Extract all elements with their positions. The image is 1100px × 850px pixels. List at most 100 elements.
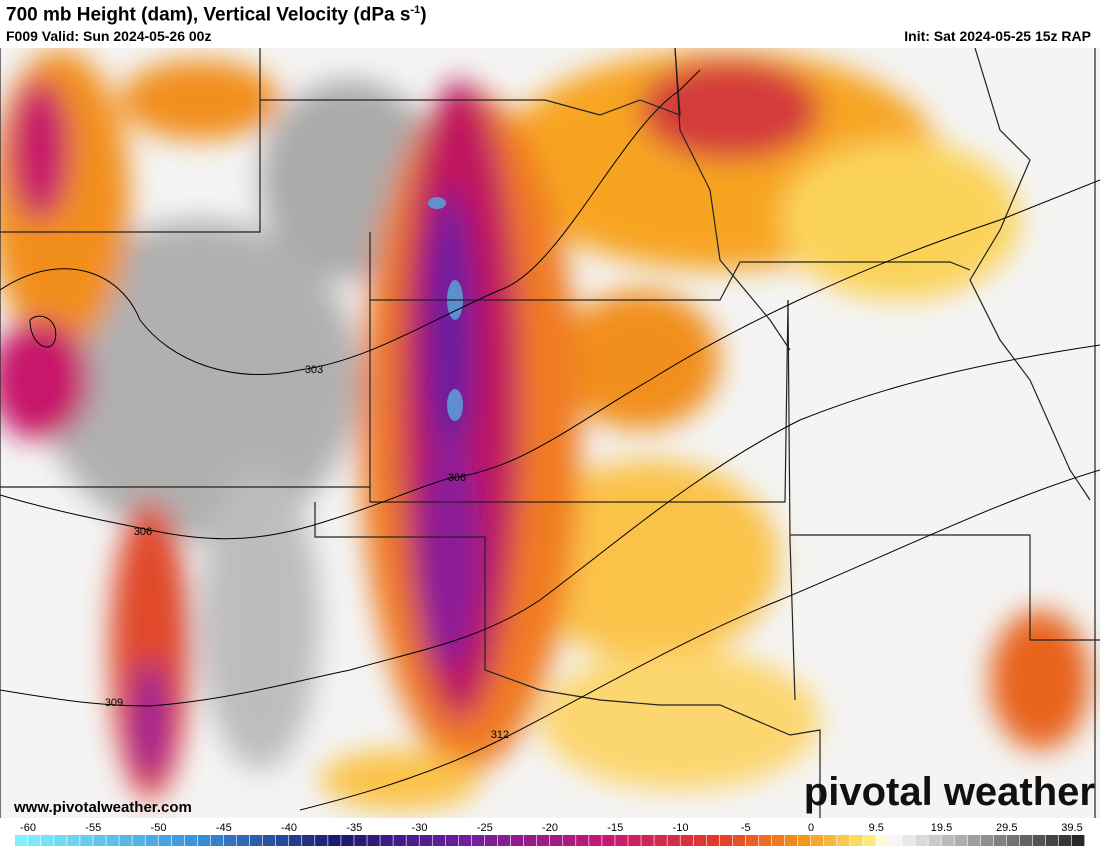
colorbar-label: -60 [20,822,36,834]
title: 700 mb Height (dam), Vertical Velocity (… [6,4,427,26]
contour-labels: 303 306 306 309 312 [105,364,509,741]
colorbar-swatch [197,835,211,846]
colorbar-swatch [719,835,733,846]
state-borders [0,48,1100,818]
colorbar-label: 29.5 [996,822,1017,834]
colorbar-swatch [236,835,250,846]
colorbar-swatch [680,835,693,846]
colorbar-label: -45 [216,822,232,834]
colorbar-swatch [967,835,981,846]
init-time: Init: Sat 2024-05-25 15z RAP [904,28,1091,44]
colorbar-swatch [915,835,928,846]
colorbar-swatch [106,835,119,846]
colorbar-swatch [810,835,824,846]
colorbar-swatch [771,835,785,846]
colorbar-swatch [589,835,602,846]
colorbar-swatch [1032,835,1046,846]
colorbar-label: -25 [477,822,493,834]
colorbar-swatch [732,835,746,846]
colorbar-swatch [889,835,902,846]
colorbar-swatch [484,835,498,846]
velocity-field [0,50,1090,810]
colorbar-swatch [445,835,459,846]
contour-label: 306 [134,526,152,538]
colorbar-swatch [341,835,354,846]
colorbar-swatch [941,835,954,846]
valid-time: F009 Valid: Sun 2024-05-26 00z [6,28,212,44]
website: www.pivotalweather.com [13,799,192,816]
colorbar-label: 39.5 [1061,822,1082,834]
colorbar-swatch [706,835,720,846]
colorbar-swatch [536,835,550,846]
colorbar-swatch [837,835,850,846]
colorbar-swatch [784,835,798,846]
height-contours [0,69,1100,811]
colorbar-swatch [954,835,967,846]
title-text: 700 mb Height (dam), Vertical Velocity (… [6,4,411,26]
colorbar-swatch [563,835,576,846]
contour-label: 306 [448,472,466,484]
colorbar-swatch [758,835,772,846]
contour-label: 303 [305,364,323,376]
colorbar-label: -20 [542,822,558,834]
colorbar-swatch [380,835,393,846]
colorbar-swatch [824,835,837,846]
colorbar-swatch [289,835,302,846]
colorbar-swatch [145,835,158,846]
colorbar-swatch [667,835,680,846]
colorbar-swatch [171,835,185,846]
colorbar-swatch [863,835,876,846]
colorbar-swatch [93,835,106,846]
colorbar-swatch [15,835,28,846]
colorbar-swatch [80,835,93,846]
colorbar-swatch [693,835,706,846]
map: 303 306 306 309 312 www.pivotalweather.c… [0,48,1100,850]
colorbar-swatch [797,835,811,846]
colorbar-swatch [367,835,380,846]
colorbar-swatch [28,835,41,846]
colorbar-swatch [641,835,654,846]
contour-label: 312 [491,729,509,741]
colorbar-swatch [1045,835,1059,846]
title-close: ) [420,4,427,26]
colorbar-label: -35 [346,822,362,834]
colorbar-swatch [1058,835,1072,846]
colorbar-swatch [1019,835,1033,846]
colorbar-swatch [902,835,915,846]
colorbar-label: -30 [412,822,428,834]
colorbar-swatch [132,835,145,846]
colorbar-swatch [1006,835,1020,846]
colorbar-swatch [119,835,132,846]
colorbar-swatch [980,835,994,846]
colorbar-label: 19.5 [931,822,952,834]
colorbar-label: -55 [85,822,101,834]
colorbar-swatch [1071,835,1085,846]
colorbar-swatch [458,835,472,846]
colorbar-swatch [419,835,432,846]
colorbar-swatch [432,835,446,846]
colorbar-swatch [184,835,198,846]
colorbar-label: -50 [151,822,167,834]
colorbar-swatch [654,835,667,846]
colorbar-swatch [510,835,524,846]
colorbar-swatch [576,835,589,846]
colorbar-swatch [602,835,615,846]
colorbar-swatch [615,835,628,846]
colorbar-swatch [993,835,1007,846]
colorbar-label: -10 [673,822,689,834]
colorbar-swatch [158,835,171,846]
colorbar-swatch [275,835,289,846]
colorbar-swatch [223,835,237,846]
colorbar-swatch [354,835,367,846]
colorbar-swatch [249,835,263,846]
colorbar-swatch [328,835,341,846]
colorbar-swatch [67,835,80,846]
colorbar-swatch [54,835,67,846]
colorbar-swatch [550,835,563,846]
colorbar-label: -40 [281,822,297,834]
colorbar-swatch [850,835,863,846]
colorbar-swatch [262,835,276,846]
colorbar-swatch [523,835,537,846]
colorbar-swatch [471,835,485,846]
